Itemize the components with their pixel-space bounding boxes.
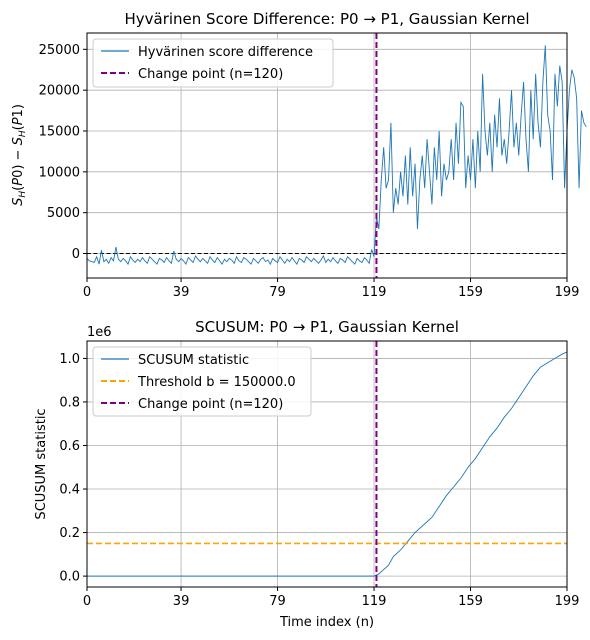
chart-2-legend-series-label: SCUSUM statistic [138,353,249,368]
chart-2-scale-label: 1e6 [87,325,112,340]
chart-2: SCUSUM: P0 → P1, Gaussian Kernel 1e6 0 39… [34,318,579,630]
chart-2-title: SCUSUM: P0 → P1, Gaussian Kernel [195,318,459,336]
chart-1-x-tick-label-1: 39 [173,285,190,300]
chart-2-y-tick-label-4: 0.8 [59,395,80,410]
chart-1: Hyvärinen Score Difference: P0 → P1, Gau… [11,10,587,300]
chart-2-y-tick-label-2: 0.4 [59,483,80,498]
chart-1-y-tick-label-4: 20000 [39,84,80,99]
chart-2-plot-area [87,341,568,587]
chart-2-legend: SCUSUM statistic Threshold b = 150000.0 … [92,346,312,417]
chart-2-y-tick-label-5: 1.0 [59,352,80,367]
chart-1-frame [86,32,568,279]
chart-2-x-tick-label-4: 159 [458,594,483,609]
chart-2-y-tick-label-3: 0.6 [59,439,80,454]
chart-2-y-label: SCUSUM statistic [34,408,49,519]
chart-1-x-tick-label-0: 0 [83,285,91,300]
chart-2-series-line [87,351,568,577]
chart-2-x-tick-label-3: 119 [362,594,387,609]
chart-1-y-tick-label-1: 5000 [47,206,80,221]
chart-1-series-line [86,45,587,266]
chart-1-y-tick-label-2: 10000 [39,165,80,180]
chart-1-x-tick-label-2: 79 [269,285,286,300]
chart-2-frame [86,340,568,588]
chart-1-x-tick-label-5: 199 [555,285,580,300]
chart-1-y-tick-label-5: 25000 [39,43,80,58]
chart-2-y-tick-label-1: 0.2 [59,526,80,541]
chart-2-x-tick-label-2: 79 [269,594,286,609]
chart-1-x-tick-label-3: 119 [362,285,387,300]
chart-2-x-tick-label-0: 0 [83,594,91,609]
chart-2-y-axis: 0.0 0.2 0.4 0.6 0.8 1.0 [59,352,87,585]
chart-1-legend: Hyvärinen score difference Change point … [92,38,334,88]
chart-2-y-tick-label-0: 0.0 [59,570,80,585]
chart-2-legend-change-label: Change point (n=120) [138,397,283,412]
chart-1-y-tick-label-3: 15000 [39,125,80,140]
chart-1-legend-change-label: Change point (n=120) [138,67,283,82]
chart-1-y-label: SH(P0) − SH(P1) [11,104,28,206]
chart-1-legend-series-label: Hyvärinen score difference [138,45,313,60]
chart-1-legend-box [92,38,334,88]
chart-2-x-tick-label-1: 39 [173,594,190,609]
chart-2-legend-threshold-label: Threshold b = 150000.0 [137,375,296,390]
chart-1-x-axis: 0 39 79 119 159 199 [83,278,580,300]
chart-1-x-tick-label-4: 159 [458,285,483,300]
chart-2-x-tick-label-5: 199 [555,594,580,609]
chart-2-x-label: Time index (n) [279,615,374,630]
chart-1-plot-area [86,33,587,278]
chart-1-y-axis: 0 5000 10000 15000 20000 25000 [39,43,87,262]
chart-1-y-tick-label-0: 0 [72,247,80,262]
chart-2-x-axis: 0 39 79 119 159 199 [83,587,580,609]
chart-1-title: Hyvärinen Score Difference: P0 → P1, Gau… [124,10,529,28]
chart-2-legend-box [92,346,312,417]
